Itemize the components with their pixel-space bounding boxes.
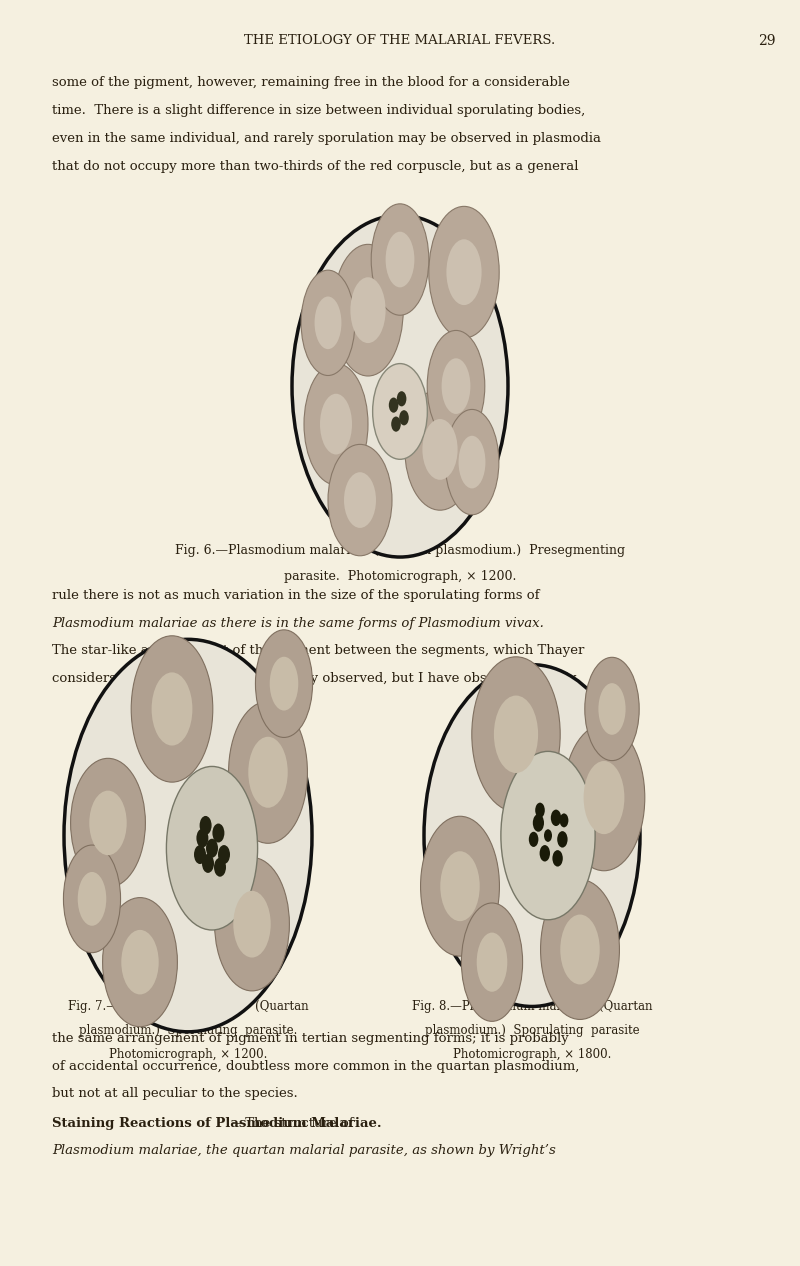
Text: 29: 29 bbox=[758, 34, 776, 48]
Ellipse shape bbox=[399, 410, 409, 425]
Ellipse shape bbox=[494, 695, 538, 774]
Text: Plasmodium malariae, the quartan malarial parasite, as shown by Wright’s: Plasmodium malariae, the quartan malaria… bbox=[52, 1144, 556, 1157]
Ellipse shape bbox=[539, 846, 550, 862]
Ellipse shape bbox=[229, 701, 307, 843]
Text: Photomicrograph, × 1200.: Photomicrograph, × 1200. bbox=[109, 1048, 267, 1061]
Ellipse shape bbox=[213, 824, 224, 843]
Ellipse shape bbox=[501, 752, 595, 920]
Ellipse shape bbox=[386, 232, 414, 287]
Text: considers so characteristic, is generally observed, but I have observed exactly: considers so characteristic, is generall… bbox=[52, 672, 576, 685]
Text: of accidental occurrence, doubtless more common in the quartan plasmodium,: of accidental occurrence, doubtless more… bbox=[52, 1060, 579, 1072]
Ellipse shape bbox=[421, 817, 499, 956]
Ellipse shape bbox=[214, 858, 226, 877]
Text: Photomicrograph, × 1800.: Photomicrograph, × 1800. bbox=[453, 1048, 611, 1061]
Ellipse shape bbox=[477, 933, 507, 991]
Text: some of the pigment, however, remaining free in the blood for a considerable: some of the pigment, however, remaining … bbox=[52, 76, 570, 89]
Ellipse shape bbox=[584, 761, 624, 834]
Ellipse shape bbox=[550, 810, 562, 827]
Circle shape bbox=[424, 665, 640, 1006]
Text: THE ETIOLOGY OF THE MALARIAL FEVERS.: THE ETIOLOGY OF THE MALARIAL FEVERS. bbox=[244, 34, 556, 47]
Ellipse shape bbox=[563, 724, 645, 871]
Text: even in the same individual, and rarely sporulation may be observed in plasmodia: even in the same individual, and rarely … bbox=[52, 132, 601, 144]
Text: rule there is not as much variation in the size of the sporulating forms of: rule there is not as much variation in t… bbox=[52, 589, 539, 601]
Ellipse shape bbox=[200, 817, 211, 836]
Ellipse shape bbox=[446, 239, 482, 305]
Ellipse shape bbox=[314, 296, 342, 349]
Ellipse shape bbox=[445, 409, 499, 515]
Ellipse shape bbox=[544, 829, 552, 842]
Ellipse shape bbox=[442, 358, 470, 414]
Ellipse shape bbox=[270, 657, 298, 710]
Ellipse shape bbox=[391, 417, 401, 432]
Ellipse shape bbox=[560, 914, 600, 985]
Ellipse shape bbox=[472, 657, 560, 812]
Ellipse shape bbox=[560, 814, 568, 828]
Ellipse shape bbox=[429, 206, 499, 338]
Ellipse shape bbox=[533, 814, 544, 832]
Ellipse shape bbox=[397, 391, 406, 406]
Text: time.  There is a slight difference in size between individual sporulating bodie: time. There is a slight difference in si… bbox=[52, 104, 586, 116]
Text: plasmodium.)  Sporulating  parasite.: plasmodium.) Sporulating parasite. bbox=[79, 1024, 297, 1037]
Text: but not at all peculiar to the species.: but not at all peculiar to the species. bbox=[52, 1087, 298, 1100]
Text: —The structure of: —The structure of bbox=[232, 1117, 354, 1129]
Ellipse shape bbox=[255, 630, 313, 738]
Ellipse shape bbox=[194, 846, 206, 865]
Ellipse shape bbox=[462, 903, 522, 1022]
Ellipse shape bbox=[166, 766, 258, 931]
Ellipse shape bbox=[122, 929, 158, 995]
Text: that do not occupy more than two-thirds of the red corpuscle, but as a general: that do not occupy more than two-thirds … bbox=[52, 160, 578, 172]
Text: Fig. 7.—Plasmodium malariæ.  (Quartan: Fig. 7.—Plasmodium malariæ. (Quartan bbox=[68, 1000, 308, 1013]
Ellipse shape bbox=[152, 672, 193, 746]
Ellipse shape bbox=[552, 851, 563, 867]
Ellipse shape bbox=[78, 872, 106, 925]
Ellipse shape bbox=[90, 790, 126, 856]
Ellipse shape bbox=[389, 398, 398, 413]
Text: The star-like arrangement of the pigment between the segments, which Thayer: The star-like arrangement of the pigment… bbox=[52, 644, 584, 657]
Ellipse shape bbox=[458, 436, 486, 489]
Circle shape bbox=[292, 215, 508, 557]
Ellipse shape bbox=[328, 444, 392, 556]
Ellipse shape bbox=[440, 851, 480, 922]
Ellipse shape bbox=[350, 277, 386, 343]
Ellipse shape bbox=[535, 803, 545, 818]
Ellipse shape bbox=[422, 419, 458, 480]
Ellipse shape bbox=[301, 270, 355, 376]
Circle shape bbox=[64, 639, 312, 1032]
Ellipse shape bbox=[70, 758, 146, 887]
Text: Staining Reactions of Plasmodium Malariae.: Staining Reactions of Plasmodium Malaria… bbox=[52, 1117, 382, 1129]
Ellipse shape bbox=[585, 657, 639, 761]
Text: Plasmodium malariae as there is in the same forms of Plasmodium vivax.: Plasmodium malariae as there is in the s… bbox=[52, 617, 544, 629]
Ellipse shape bbox=[214, 857, 290, 991]
Ellipse shape bbox=[371, 204, 429, 315]
Ellipse shape bbox=[102, 898, 178, 1027]
Text: plasmodium.)  Sporulating  parasite: plasmodium.) Sporulating parasite bbox=[425, 1024, 639, 1037]
Text: Fig. 8.—Plasmodium malariæ.  (Quartan: Fig. 8.—Plasmodium malariæ. (Quartan bbox=[412, 1000, 652, 1013]
Ellipse shape bbox=[202, 855, 214, 874]
Ellipse shape bbox=[320, 394, 352, 454]
Ellipse shape bbox=[541, 880, 619, 1019]
Text: the same arrangement of pigment in tertian segmenting forms; it is probably: the same arrangement of pigment in terti… bbox=[52, 1032, 569, 1044]
Ellipse shape bbox=[234, 891, 270, 957]
Ellipse shape bbox=[131, 636, 213, 782]
Ellipse shape bbox=[558, 832, 568, 848]
Ellipse shape bbox=[333, 244, 403, 376]
Ellipse shape bbox=[405, 389, 475, 510]
Ellipse shape bbox=[598, 684, 626, 734]
Ellipse shape bbox=[206, 839, 218, 858]
Ellipse shape bbox=[248, 737, 288, 808]
Ellipse shape bbox=[63, 846, 121, 953]
Ellipse shape bbox=[427, 330, 485, 442]
Ellipse shape bbox=[373, 363, 427, 460]
Ellipse shape bbox=[197, 828, 208, 848]
Ellipse shape bbox=[218, 846, 230, 865]
Ellipse shape bbox=[304, 363, 368, 485]
Ellipse shape bbox=[529, 832, 538, 847]
Ellipse shape bbox=[344, 472, 376, 528]
Text: parasite.  Photomicrograph, × 1200.: parasite. Photomicrograph, × 1200. bbox=[284, 570, 516, 582]
Text: Fig. 6.—Plasmodium malariæ.  (Quartan plasmodium.)  Presegmenting: Fig. 6.—Plasmodium malariæ. (Quartan pla… bbox=[175, 544, 625, 557]
